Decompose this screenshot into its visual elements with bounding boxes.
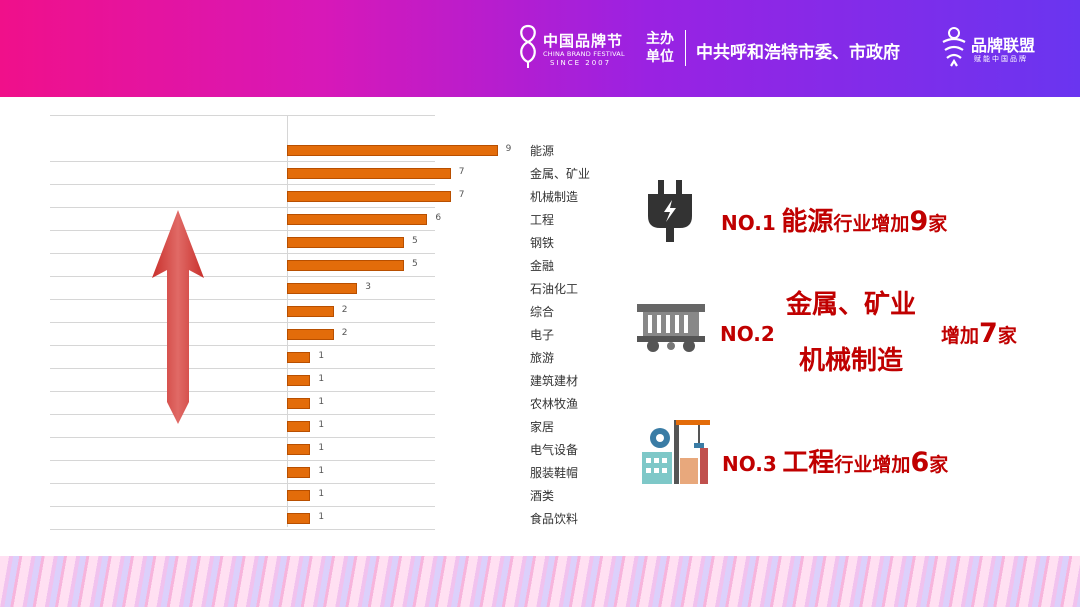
rank-3-text: NO.3 工程行业增加6家	[722, 447, 949, 478]
bar-14	[287, 467, 311, 478]
category-label: 电气设备	[530, 443, 579, 457]
category-label: 服装鞋帽	[530, 466, 579, 480]
header-banner: 中国品牌节 CHINA BRAND FESTIVAL SINCE 2007 主办…	[0, 0, 1080, 97]
upward-trend-arrow-icon	[152, 210, 204, 424]
chart-grid-line	[50, 299, 435, 300]
bar-value-label: 1	[318, 512, 325, 522]
chart-grid-line	[50, 184, 435, 185]
category-label: 金属、矿业	[530, 167, 591, 181]
category-label: 农林牧渔	[530, 397, 579, 411]
chart-grid-line	[50, 391, 435, 392]
bar-value-label: 6	[435, 213, 442, 223]
chart-grid-line	[50, 115, 435, 116]
bar-value-label: 1	[318, 466, 325, 476]
rank-2-industry-line1: 金属、矿业	[786, 290, 917, 320]
bar-1	[287, 168, 451, 179]
category-label: 建筑建材	[530, 374, 579, 388]
festival-name: 中国品牌节	[543, 32, 624, 50]
chart-grid-line	[50, 322, 435, 323]
organizer-name: 中共呼和浩特市委、市政府	[696, 43, 900, 63]
bar-0	[287, 145, 498, 156]
category-label: 综合	[530, 305, 555, 319]
bar-7	[287, 306, 334, 317]
bar-8	[287, 329, 334, 340]
chart-grid-line	[50, 276, 435, 277]
festival-since: SINCE 2007	[550, 59, 612, 67]
bar-4	[287, 237, 404, 248]
industry-bar-chart: 9 能源 7 金属、矿业 7 机械制造 6 工程 5 钢铁 5 金融 3 石油化工 2 综合 2 电子 1 旅游 1 建筑…	[50, 115, 615, 532]
bar-13	[287, 444, 311, 455]
chart-grid-line	[50, 414, 435, 415]
chart-grid-line	[50, 460, 435, 461]
bar-16	[287, 513, 311, 524]
category-label: 钢铁	[530, 236, 555, 250]
chart-grid-line	[50, 506, 435, 507]
rank-1-text: NO.1 能源行业增加9家	[721, 206, 948, 237]
chart-grid-line	[50, 483, 435, 484]
factory-crane-icon	[642, 420, 710, 484]
bar-value-label: 1	[318, 397, 325, 407]
chart-grid-line	[50, 345, 435, 346]
bar-value-label: 7	[458, 167, 465, 177]
category-label: 食品饮料	[530, 512, 579, 526]
bar-value-label: 1	[318, 420, 325, 430]
bar-5	[287, 260, 404, 271]
category-label: 能源	[530, 144, 555, 158]
bar-12	[287, 421, 311, 432]
bar-9	[287, 352, 311, 363]
category-label: 工程	[530, 213, 555, 227]
bar-3	[287, 214, 428, 225]
category-label: 机械制造	[530, 190, 579, 204]
festival-english-name: CHINA BRAND FESTIVAL	[543, 50, 625, 58]
bar-value-label: 2	[341, 305, 348, 315]
chart-grid-line	[50, 368, 435, 369]
bar-value-label: 1	[318, 374, 325, 384]
chart-grid-line	[50, 437, 435, 438]
chart-grid-line	[50, 230, 435, 231]
bar-value-label: 2	[341, 328, 348, 338]
bar-value-label: 1	[318, 489, 325, 499]
bar-11	[287, 398, 311, 409]
category-label: 旅游	[530, 351, 555, 365]
bar-value-label: 1	[318, 443, 325, 453]
bar-2	[287, 191, 451, 202]
rank-2-industry-line2: 机械制造	[799, 346, 904, 376]
organizer-divider	[685, 30, 686, 66]
chart-grid-line	[50, 161, 435, 162]
chart-axis-line	[287, 115, 288, 527]
bar-value-label: 5	[412, 259, 418, 269]
bar-value-label: 7	[458, 190, 465, 200]
bar-value-label: 5	[412, 236, 418, 246]
rank-2-count-text: 增加7家	[941, 318, 1017, 349]
festival-logo-icon	[520, 24, 536, 68]
category-label: 电子	[530, 328, 555, 342]
category-label: 酒类	[530, 489, 555, 503]
bar-6	[287, 283, 358, 294]
chart-grid-line	[50, 253, 435, 254]
plug-icon	[648, 180, 692, 242]
alliance-subtitle: 赋能中国品牌	[974, 55, 1028, 63]
bar-value-label: 3	[365, 282, 371, 292]
category-label: 石油化工	[530, 282, 579, 296]
bar-10	[287, 375, 311, 386]
mine-cart-icon	[637, 304, 705, 352]
category-label: 家居	[530, 420, 555, 434]
chart-grid-line	[50, 529, 435, 530]
organizer-label: 主办单位	[646, 31, 674, 65]
alliance-logo-icon	[942, 27, 966, 67]
alliance-name: 品牌联盟	[971, 36, 1036, 55]
bar-value-label: 1	[318, 351, 325, 361]
chart-grid-line	[50, 207, 435, 208]
bar-15	[287, 490, 311, 501]
category-label: 金融	[530, 259, 555, 273]
rank-2-no: NO.2	[720, 322, 775, 346]
decorative-footer-stripes	[0, 556, 1080, 607]
bar-value-label: 9	[505, 144, 512, 154]
